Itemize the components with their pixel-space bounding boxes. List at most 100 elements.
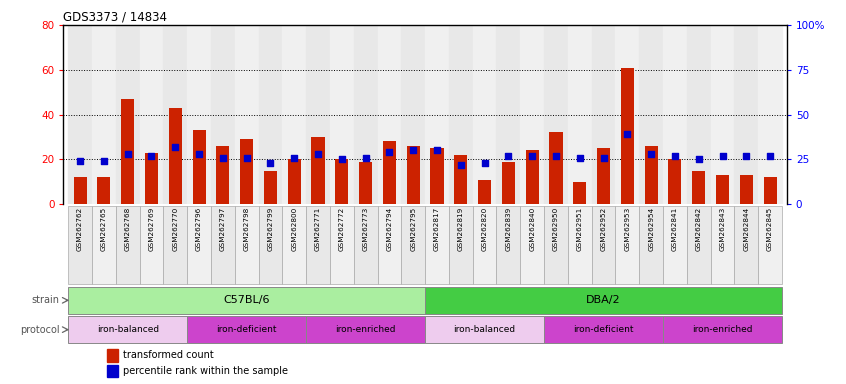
- Bar: [568, 25, 591, 204]
- Bar: [107, 365, 118, 377]
- Bar: [711, 25, 734, 204]
- Bar: [473, 25, 497, 204]
- Text: percentile rank within the sample: percentile rank within the sample: [124, 366, 288, 376]
- Bar: [140, 206, 163, 284]
- Point: [763, 153, 777, 159]
- Text: GSM262800: GSM262800: [291, 207, 297, 251]
- Text: iron-enriched: iron-enriched: [692, 325, 753, 334]
- Bar: [425, 25, 449, 204]
- Bar: [449, 25, 473, 204]
- Point: [668, 153, 682, 159]
- Bar: [163, 206, 187, 284]
- Bar: [407, 146, 420, 204]
- Bar: [758, 25, 782, 204]
- Text: GSM262950: GSM262950: [553, 207, 559, 251]
- Bar: [520, 25, 544, 204]
- Bar: [502, 162, 515, 204]
- Bar: [359, 162, 372, 204]
- Bar: [377, 206, 401, 284]
- Bar: [663, 316, 782, 343]
- Point: [621, 131, 634, 137]
- Point: [596, 154, 610, 161]
- Bar: [377, 25, 401, 204]
- Text: GSM262845: GSM262845: [767, 207, 773, 251]
- Bar: [92, 25, 116, 204]
- Bar: [74, 177, 86, 204]
- Text: GSM262769: GSM262769: [149, 207, 155, 251]
- Bar: [283, 206, 306, 284]
- Text: GSM262820: GSM262820: [481, 207, 487, 251]
- Bar: [525, 151, 539, 204]
- Bar: [454, 155, 467, 204]
- Bar: [544, 206, 568, 284]
- Bar: [663, 206, 687, 284]
- Bar: [687, 206, 711, 284]
- Point: [549, 153, 563, 159]
- Point: [739, 153, 753, 159]
- Text: GSM262772: GSM262772: [339, 207, 345, 251]
- Bar: [645, 146, 657, 204]
- Bar: [568, 206, 591, 284]
- Text: GSM262796: GSM262796: [196, 207, 202, 251]
- Bar: [187, 206, 211, 284]
- Bar: [734, 206, 758, 284]
- Bar: [354, 206, 377, 284]
- Text: GSM262839: GSM262839: [505, 207, 511, 251]
- Bar: [549, 132, 563, 204]
- Bar: [640, 206, 663, 284]
- Bar: [473, 206, 497, 284]
- Point: [573, 154, 586, 161]
- Text: iron-balanced: iron-balanced: [96, 325, 159, 334]
- Bar: [121, 99, 135, 204]
- Bar: [574, 182, 586, 204]
- Text: GSM262762: GSM262762: [77, 207, 83, 251]
- Bar: [311, 137, 325, 204]
- Point: [192, 151, 206, 157]
- Text: GSM262797: GSM262797: [220, 207, 226, 251]
- Bar: [234, 206, 259, 284]
- Bar: [758, 206, 782, 284]
- Text: GSM262953: GSM262953: [624, 207, 630, 251]
- Point: [121, 151, 135, 157]
- Bar: [116, 206, 140, 284]
- Text: GSM262842: GSM262842: [695, 207, 701, 251]
- Bar: [425, 206, 449, 284]
- Bar: [116, 25, 140, 204]
- Text: iron-enriched: iron-enriched: [335, 325, 396, 334]
- Bar: [711, 206, 734, 284]
- Text: GSM262817: GSM262817: [434, 207, 440, 251]
- Bar: [259, 25, 283, 204]
- Point: [645, 151, 658, 157]
- Bar: [616, 206, 640, 284]
- Text: GSM262771: GSM262771: [315, 207, 321, 251]
- Bar: [591, 25, 616, 204]
- Point: [240, 154, 254, 161]
- Bar: [616, 25, 640, 204]
- Point: [311, 151, 325, 157]
- Bar: [621, 68, 634, 204]
- Text: GSM262770: GSM262770: [173, 207, 179, 251]
- Text: DBA/2: DBA/2: [586, 295, 621, 305]
- Bar: [140, 25, 163, 204]
- Point: [359, 154, 372, 161]
- Point: [431, 147, 444, 154]
- Text: GSM262819: GSM262819: [458, 207, 464, 251]
- Point: [97, 158, 111, 164]
- Text: protocol: protocol: [20, 324, 60, 334]
- Bar: [668, 159, 682, 204]
- Text: GSM262799: GSM262799: [267, 207, 273, 251]
- Bar: [330, 206, 354, 284]
- Point: [502, 153, 515, 159]
- Bar: [335, 159, 349, 204]
- Bar: [264, 170, 277, 204]
- Point: [168, 144, 182, 150]
- Bar: [739, 175, 753, 204]
- Bar: [640, 25, 663, 204]
- Text: GSM262952: GSM262952: [601, 207, 607, 251]
- Text: iron-balanced: iron-balanced: [453, 325, 516, 334]
- Bar: [211, 206, 234, 284]
- Bar: [425, 316, 544, 343]
- Bar: [478, 180, 492, 204]
- Bar: [234, 25, 259, 204]
- Text: GSM262844: GSM262844: [744, 207, 750, 251]
